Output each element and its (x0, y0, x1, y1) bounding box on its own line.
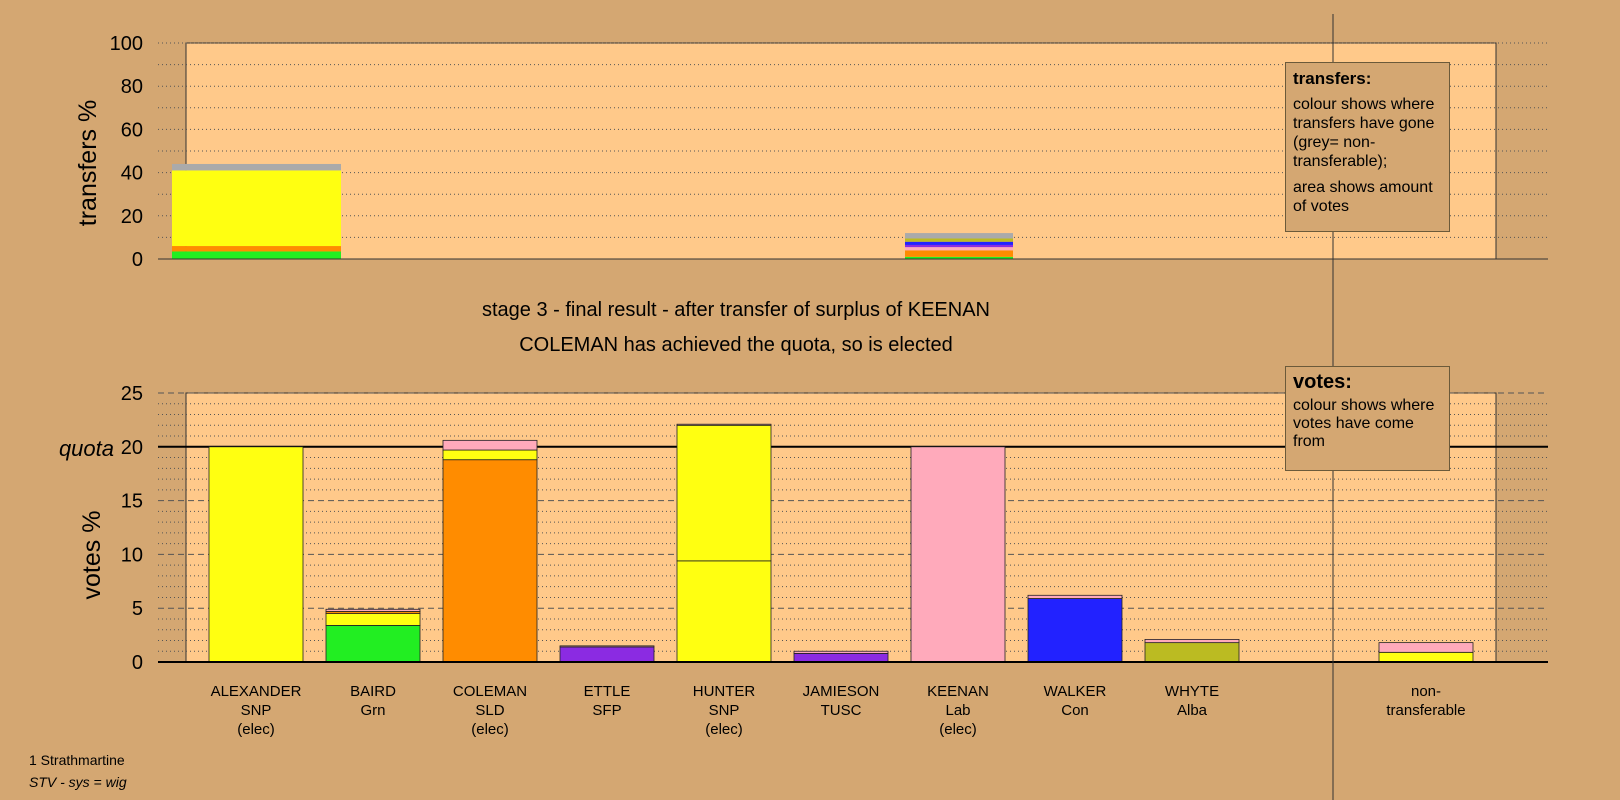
transfers-bar-segment (905, 238, 1013, 242)
transfers-bar-segment (172, 163, 341, 171)
candidate-status-label: (elec) (939, 721, 977, 738)
candidate-status-label: (elec) (237, 721, 275, 738)
votes-bar-segment (325, 613, 421, 626)
candidate-name-label: ALEXANDER (211, 683, 302, 700)
transfers-legend: transfers: colour shows where transfers … (1285, 62, 1450, 232)
transfers-y-tick-label: 60 (121, 119, 143, 141)
transfers-y-tick-label: 80 (121, 76, 143, 98)
transfers-legend-colour-text: colour shows where transfers have gone (… (1293, 96, 1435, 170)
votes-y-tick-label: 25 (121, 383, 143, 405)
stage-caption: stage 3 - final result - after transfer … (482, 299, 990, 321)
transfers-bar-segment (172, 246, 341, 252)
candidate-party-label: Con (1061, 702, 1089, 719)
candidate-name-label: non- (1411, 683, 1441, 700)
votes-bar-segment (1027, 598, 1123, 663)
candidate-party-label: SFP (592, 702, 621, 719)
votes-bar-segment (676, 560, 772, 663)
transfers-bar-segment (905, 256, 1013, 259)
transfers-y-tick-label: 20 (121, 206, 143, 228)
votes-y-tick-label: 20 (121, 437, 143, 459)
votes-bar-segment (676, 424, 772, 562)
votes-bar-segment (1378, 642, 1474, 653)
candidate-party-label: SNP (241, 702, 272, 719)
candidate-name-label: KEENAN (927, 683, 989, 700)
candidate-party-label: Alba (1177, 702, 1208, 719)
votes-bar-segment (793, 650, 889, 654)
candidate-name-label: JAMIESON (803, 683, 880, 700)
votes-y-tick-label: 0 (132, 652, 143, 674)
candidate-party-label: transferable (1386, 702, 1465, 719)
candidate-name-label: HUNTER (693, 683, 756, 700)
transfers-bar-segment (172, 170, 341, 247)
candidate-party-label: Grn (360, 702, 385, 719)
votes-bar-segment (442, 459, 538, 663)
transfers-y-tick-label: 0 (132, 249, 143, 271)
votes-bar-segment (676, 423, 772, 426)
candidate-name-label: WALKER (1044, 683, 1107, 700)
votes-bar-segment (442, 439, 538, 451)
transfers-bar-segment (905, 244, 1013, 248)
votes-legend-title: votes: (1293, 371, 1352, 393)
votes-y-tick-label: 15 (121, 491, 143, 513)
votes-y-tick-label: 10 (121, 544, 143, 566)
votes-bar-segment (1378, 651, 1474, 663)
votes-bar-segment (1144, 639, 1240, 644)
candidate-name-label: COLEMAN (453, 683, 527, 700)
votes-bar-segment (325, 608, 421, 612)
votes-y-axis-label: votes % (78, 511, 106, 600)
voting-system: STV - sys = wig (29, 774, 127, 790)
transfers-y-axis-label: transfers % (74, 100, 102, 226)
votes-bar-segment (442, 449, 538, 461)
transfers-legend-title: transfers: (1293, 69, 1372, 88)
candidate-party-label: Lab (945, 702, 970, 719)
candidate-party-label: SNP (709, 702, 740, 719)
candidate-name-label: WHYTE (1165, 683, 1219, 700)
transfers-legend-area-text: area shows amount of votes (1293, 179, 1433, 215)
quota-label: quota (59, 436, 114, 461)
elected-caption: COLEMAN has achieved the quota, so is el… (519, 334, 953, 356)
votes-bar-segment (910, 446, 1006, 663)
votes-bar-segment (559, 645, 655, 648)
votes-bar-segment (793, 652, 889, 663)
votes-legend-text: colour shows where votes have come from (1293, 397, 1435, 450)
votes-legend: votes: colour shows where votes have com… (1285, 366, 1450, 471)
transfers-y-tick-label: 40 (121, 163, 143, 185)
transfers-bar-segment (905, 241, 1013, 245)
transfers-bar-segment (905, 247, 1013, 251)
votes-bar-segment (559, 646, 655, 663)
candidate-party-label: SLD (475, 702, 504, 719)
votes-y-tick-label: 5 (132, 598, 143, 620)
votes-bar-segment (325, 625, 421, 663)
candidate-name-label: ETTLE (584, 683, 631, 700)
transfers-plot-area (185, 42, 1497, 260)
transfers-y-tick-label: 100 (110, 33, 143, 55)
votes-bar-segment (208, 446, 304, 663)
candidate-name-label: BAIRD (350, 683, 396, 700)
ward-name: 1 Strathmartine (29, 752, 125, 768)
votes-bar-segment (1144, 642, 1240, 663)
candidate-party-label: TUSC (821, 702, 862, 719)
transfers-bar-segment (172, 251, 341, 259)
transfers-bar-segment (905, 233, 1013, 239)
candidate-status-label: (elec) (705, 721, 743, 738)
transfers-bar-segment (905, 250, 1013, 257)
votes-bar-segment (1027, 594, 1123, 599)
candidate-status-label: (elec) (471, 721, 509, 738)
